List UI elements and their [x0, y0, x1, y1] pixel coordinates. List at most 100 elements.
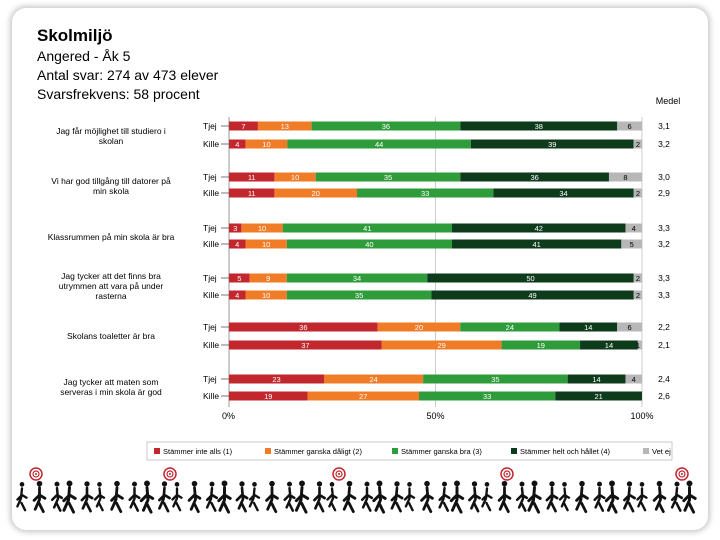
runner-figure: [609, 480, 615, 487]
data-label: 2: [636, 291, 640, 300]
legend-label: Vet ej: [652, 447, 671, 456]
data-label: 36: [382, 122, 390, 131]
bar-segment: [377, 322, 461, 332]
legend-swatch: [643, 448, 649, 454]
runner-figure: [468, 486, 481, 513]
runner-figure: [454, 480, 460, 487]
data-label: 33: [483, 392, 491, 401]
mean-value: 3,3: [658, 273, 670, 283]
bar-segment: [229, 374, 324, 384]
bar-segment: [625, 223, 642, 233]
bar-segment: [580, 340, 638, 350]
school-subtitle: Angered - Åk 5: [37, 48, 131, 64]
data-label: 4: [235, 291, 239, 300]
runner-figure: [394, 481, 400, 487]
mean-value: 2,6: [658, 391, 670, 401]
legend-label: Stämmer helt och hållet (4): [520, 447, 611, 456]
bar-segment: [431, 290, 634, 300]
group-label: Kille: [203, 391, 219, 401]
question-label: rasterna: [95, 291, 126, 301]
data-label: 5: [237, 274, 241, 283]
runner-figure: [545, 486, 559, 513]
runner-figure: [527, 485, 542, 514]
data-label: 33: [421, 189, 429, 198]
data-label: 10: [291, 173, 299, 182]
data-label: 34: [559, 189, 567, 198]
data-label: 4: [632, 375, 636, 384]
bar-segment: [621, 239, 642, 249]
runner-figure: [80, 486, 94, 513]
bar-segment: [229, 172, 275, 182]
bar-segment: [460, 172, 609, 182]
runner-figure: [128, 486, 141, 512]
runner-figure: [656, 480, 663, 487]
group-label: Tjej: [203, 273, 217, 283]
data-label: 6: [628, 323, 632, 332]
bar-segment: [617, 121, 642, 131]
runner-figure: [346, 480, 353, 487]
bar-segment: [452, 239, 622, 249]
runner-figure: [36, 480, 43, 487]
runner-figure: [283, 486, 296, 512]
runner-figure: [316, 481, 323, 487]
data-label: 21: [594, 392, 602, 401]
legend-swatch: [392, 448, 398, 454]
x-tick-label: 0%: [222, 411, 235, 421]
legend-label: Stämmer inte alls (1): [163, 447, 233, 456]
runner-figure: [187, 486, 202, 514]
runner-figure: [294, 485, 310, 514]
runner-figure: [235, 486, 249, 513]
bar-segment: [286, 273, 428, 283]
data-label: 5: [630, 240, 634, 249]
question-label: Vi har god tillgång till datorer på: [51, 176, 171, 186]
runner-figure: [299, 480, 305, 487]
bar-segment: [229, 188, 275, 198]
runner-figure: [287, 481, 292, 487]
bar-segment: [493, 188, 634, 198]
runner-figure: [252, 482, 257, 487]
runner-figure: [161, 481, 168, 487]
runner-figure: [376, 480, 383, 487]
runner-figure: [579, 480, 585, 487]
page-title: Skolmiljö: [37, 26, 113, 45]
runner-figure: [171, 487, 183, 512]
runner-figure: [407, 482, 412, 487]
x-tick-label: 100%: [630, 411, 653, 421]
group-label: Tjej: [203, 223, 217, 233]
runner-figure: [329, 482, 335, 487]
runner-figure: [239, 481, 245, 487]
runner-figure: [326, 487, 338, 512]
runner-figure: [575, 486, 589, 514]
question-label: Jag får möjlighet till studiero i: [56, 126, 166, 136]
group-label: Kille: [203, 188, 219, 198]
legend-swatch: [154, 448, 160, 454]
data-label: 4: [632, 224, 636, 233]
runner-figure: [531, 480, 538, 487]
runner-figure: [626, 481, 633, 487]
runner-figure: [54, 481, 60, 487]
bar-segment: [257, 121, 312, 131]
bar-segment: [307, 391, 419, 401]
bar-segment: [633, 290, 642, 300]
target-icon: [169, 473, 171, 475]
mean-value: 3,1: [658, 121, 670, 131]
runner-figure: [390, 486, 404, 513]
runner-figure: [174, 482, 180, 487]
mean-value: 3,3: [658, 223, 670, 233]
runner-figure: [549, 481, 555, 487]
bar-segment: [286, 239, 453, 249]
bar-segment: [249, 273, 287, 283]
legend-swatch: [265, 448, 271, 454]
target-icon: [338, 473, 340, 475]
data-label: 13: [281, 122, 289, 131]
mean-value: 3,2: [658, 239, 670, 249]
runner-figure: [342, 486, 357, 514]
data-label: 10: [258, 224, 266, 233]
data-label: 24: [369, 375, 377, 384]
data-label: 41: [533, 240, 541, 249]
runner-figure: [497, 486, 512, 514]
data-label: 19: [264, 392, 272, 401]
data-label: 35: [355, 291, 363, 300]
runner-figure: [484, 482, 490, 487]
